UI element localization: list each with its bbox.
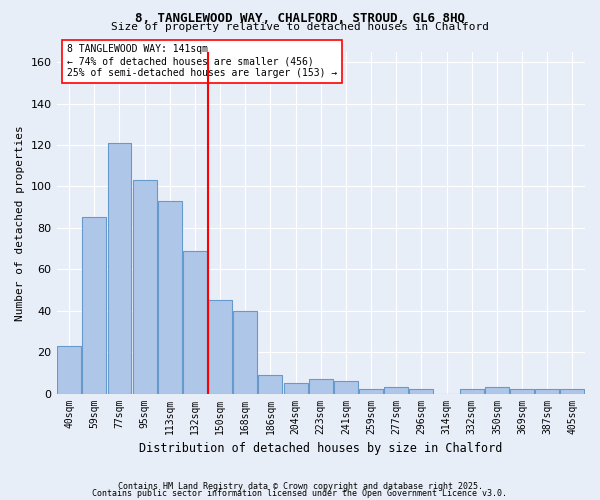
Bar <box>409 390 433 394</box>
Bar <box>359 390 383 394</box>
Bar <box>82 218 106 394</box>
Bar <box>183 250 207 394</box>
Text: 8, TANGLEWOOD WAY, CHALFORD, STROUD, GL6 8HQ: 8, TANGLEWOOD WAY, CHALFORD, STROUD, GL6… <box>135 12 465 26</box>
Bar <box>560 390 584 394</box>
Bar <box>460 390 484 394</box>
Text: 8 TANGLEWOOD WAY: 141sqm
← 74% of detached houses are smaller (456)
25% of semi-: 8 TANGLEWOOD WAY: 141sqm ← 74% of detach… <box>67 44 337 78</box>
Bar <box>309 379 333 394</box>
Bar <box>208 300 232 394</box>
Bar <box>334 381 358 394</box>
Bar <box>385 388 408 394</box>
X-axis label: Distribution of detached houses by size in Chalford: Distribution of detached houses by size … <box>139 442 502 455</box>
Bar <box>259 375 283 394</box>
Bar <box>158 201 182 394</box>
Bar <box>57 346 81 394</box>
Bar <box>233 310 257 394</box>
Bar <box>535 390 559 394</box>
Text: Size of property relative to detached houses in Chalford: Size of property relative to detached ho… <box>111 22 489 32</box>
Bar <box>284 383 308 394</box>
Text: Contains public sector information licensed under the Open Government Licence v3: Contains public sector information licen… <box>92 490 508 498</box>
Bar <box>133 180 157 394</box>
Bar <box>485 388 509 394</box>
Text: Contains HM Land Registry data © Crown copyright and database right 2025.: Contains HM Land Registry data © Crown c… <box>118 482 482 491</box>
Bar <box>107 143 131 394</box>
Bar <box>510 390 534 394</box>
Y-axis label: Number of detached properties: Number of detached properties <box>15 125 25 320</box>
